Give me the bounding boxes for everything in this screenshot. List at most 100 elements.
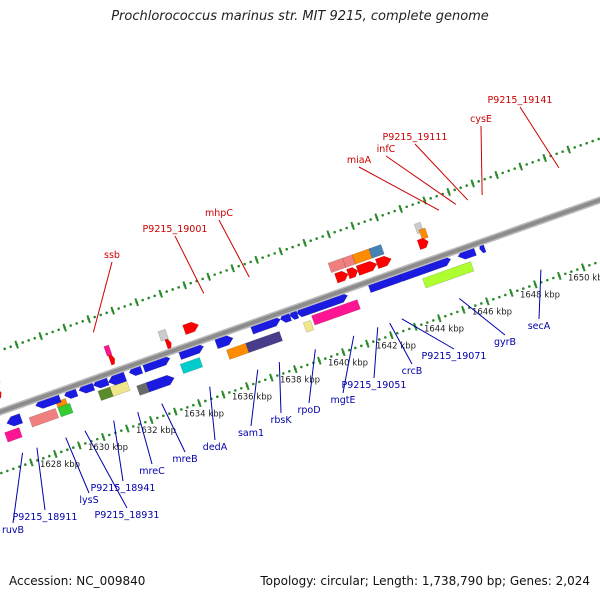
tick-mark (350, 221, 355, 230)
tick-dot (405, 205, 408, 209)
tick-mark (374, 213, 379, 222)
gene-feature (416, 237, 429, 250)
reverse-label-leader (459, 298, 506, 336)
forward-gene-label: P9215_19001 (143, 224, 208, 235)
tick-dot (336, 353, 339, 356)
tick-dot (132, 425, 135, 428)
forward-label-leader (414, 143, 469, 201)
tick-dot (393, 209, 396, 213)
tick-dot (480, 302, 483, 305)
tick-dot (492, 297, 495, 301)
tick-mark (461, 305, 466, 314)
tick-dot (369, 218, 372, 221)
tick-dot (84, 442, 87, 445)
tick-dot (585, 141, 588, 145)
gene-feature (311, 299, 361, 326)
tick-mark (134, 298, 139, 307)
gene-feature (57, 402, 74, 418)
forward-label-leader (480, 125, 483, 195)
tick-dot (219, 271, 222, 274)
tick-dot (72, 446, 75, 449)
tick-dot (9, 345, 12, 349)
reverse-label-leader (401, 318, 455, 350)
tick-dot (456, 310, 459, 314)
tick-dot (354, 346, 357, 350)
forward-gene-label: P9215_19141 (488, 95, 553, 106)
axis-layer: 1628 kbp 1630 kbp 1632 kbp 1634 kbp 1636 kbp… (0, 137, 600, 475)
tick-mark (254, 255, 259, 264)
tick-mark (245, 382, 250, 391)
tick-dot (120, 429, 123, 432)
tick-mark (557, 271, 562, 280)
reverse-gene-label: rbsK (270, 415, 292, 426)
tick-dot (576, 268, 579, 271)
tick-dot (204, 399, 207, 403)
reverse-label-leader (137, 411, 153, 465)
tick-dot (357, 222, 360, 226)
tick-dot (261, 256, 264, 259)
tick-mark (53, 449, 58, 459)
reverse-gene-label: mreB (172, 454, 197, 465)
tick-label: 1646 kbp (472, 308, 512, 318)
tick-dot (129, 303, 132, 306)
reverse-gene-label: P9215_19051 (342, 380, 407, 391)
tick-dot (555, 152, 558, 156)
tick-mark (302, 238, 307, 247)
gene-feature (136, 382, 150, 396)
gene-feature (346, 267, 359, 280)
tick-dot (501, 171, 504, 175)
tick-label: 1628 kbp (40, 460, 80, 470)
tick-dot (387, 211, 390, 215)
tick-dot (168, 412, 171, 415)
tick-dot (537, 158, 540, 162)
reverse-label-leader (278, 362, 282, 414)
tick-dot (396, 331, 399, 335)
tick-dot (363, 220, 366, 223)
tick-dot (237, 264, 240, 268)
tick-dot (213, 273, 216, 276)
tick-mark (494, 170, 499, 180)
tick-dot (66, 448, 69, 452)
tick-mark (269, 373, 274, 382)
tick-mark (317, 356, 322, 365)
tick-mark (365, 339, 370, 348)
tick-mark (206, 272, 211, 281)
gene-feature (355, 260, 378, 276)
tick-dot (324, 357, 327, 360)
tick-dot (507, 169, 510, 173)
reverse-gene-label: rpoD (297, 405, 320, 416)
reverse-gene-label: secA (528, 321, 551, 332)
reverse-label-leader (389, 322, 413, 365)
tick-dot (144, 420, 147, 424)
tick-dot (408, 327, 411, 331)
tick-dot (453, 188, 456, 192)
tick-dot (465, 184, 468, 187)
tick-label: 1634 kbp (184, 409, 224, 419)
tick-dot (435, 194, 438, 198)
tick-dot (96, 437, 99, 441)
tick-dot (372, 340, 375, 343)
forward-gene-label: P9215_19111 (383, 132, 448, 143)
gene-feature (4, 427, 23, 443)
reverse-label-leader (12, 452, 24, 524)
tick-dot (525, 163, 528, 166)
tick-dot (33, 336, 36, 340)
tick-mark (278, 247, 283, 256)
tick-dot (570, 270, 573, 273)
tick-dot (108, 433, 111, 437)
tick-mark (29, 458, 34, 467)
reverse-label-leader (161, 403, 186, 453)
reverse-label-leader (65, 437, 90, 494)
tick-dot (330, 355, 333, 358)
tick-dot (12, 467, 15, 471)
backbone-line (0, 197, 600, 415)
tick-dot (192, 403, 195, 407)
tick-dot (177, 286, 180, 289)
tick-dot (24, 463, 27, 466)
forward-gene-label: mhpC (205, 208, 233, 219)
tick-dot (99, 313, 102, 317)
gene-feature (164, 338, 172, 350)
forward-gene-label: infC (377, 144, 396, 155)
tick-mark (293, 365, 298, 374)
reverse-label-leader (538, 269, 542, 320)
